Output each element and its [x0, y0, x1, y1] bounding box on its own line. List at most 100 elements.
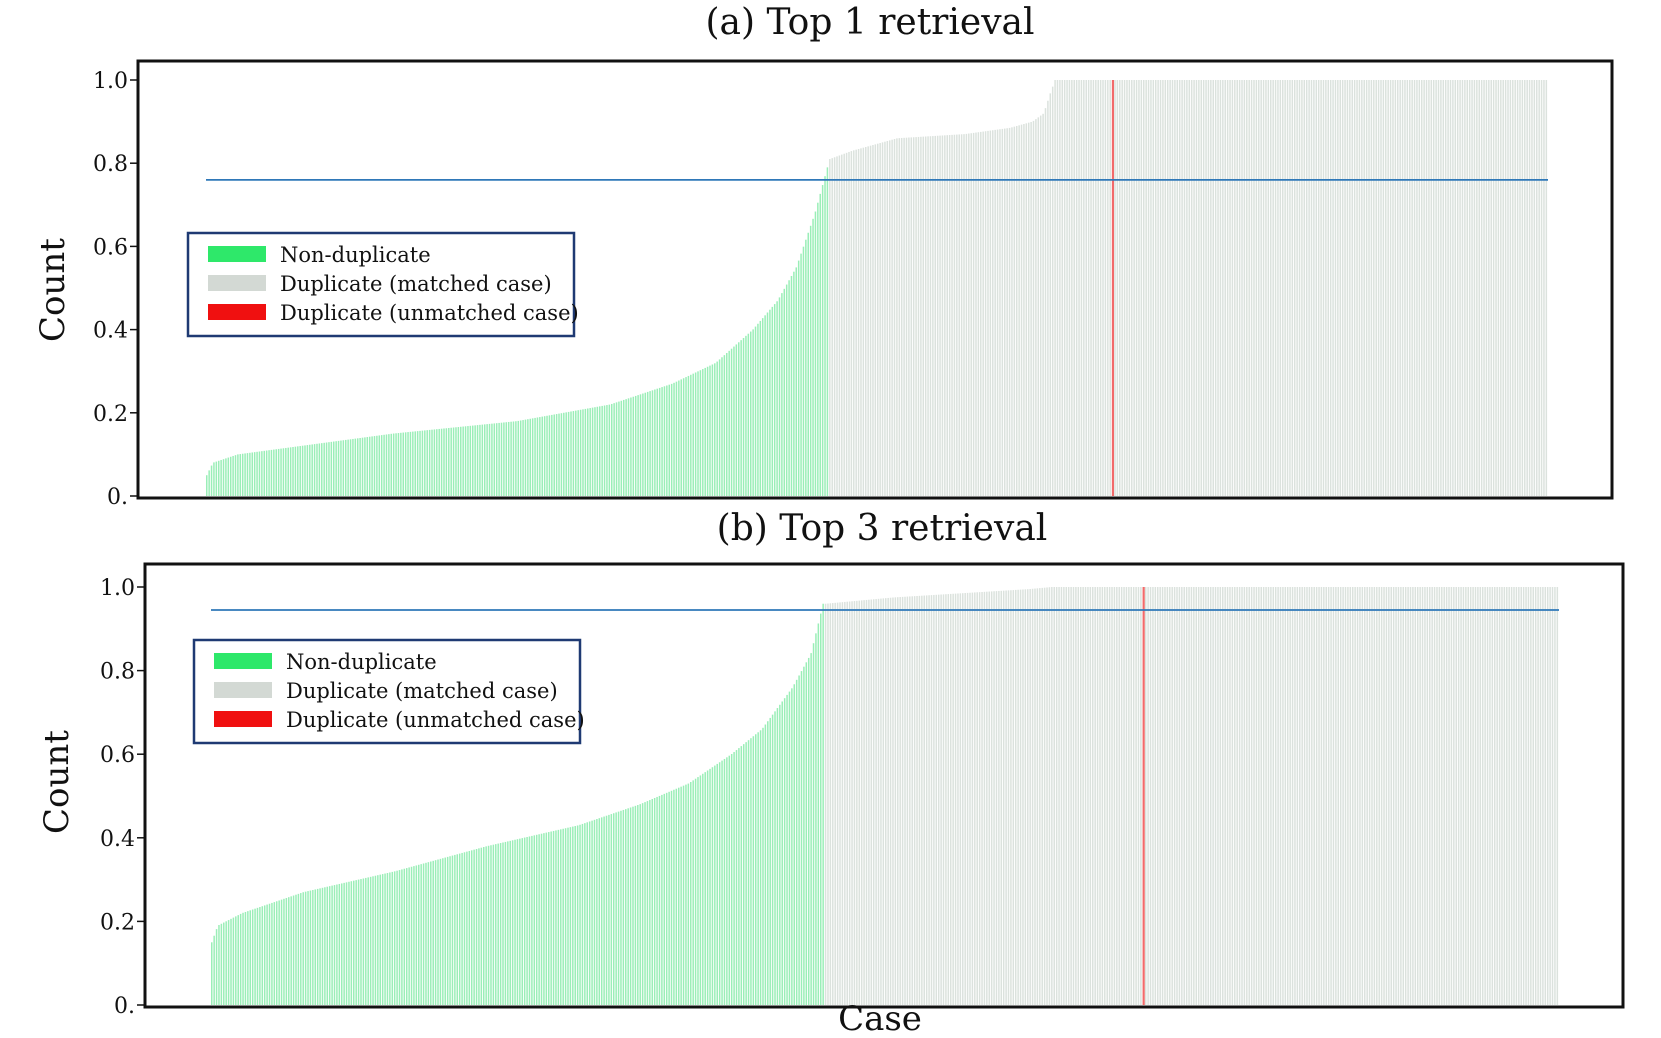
bar-matched [1318, 587, 1320, 1005]
bar-matched [1135, 587, 1137, 1005]
bar-matched [913, 596, 916, 1005]
legend: Non-duplicate Duplicate (matched case) D… [186, 231, 579, 338]
y-tick-label: 0.6 [100, 743, 135, 768]
bar-matched [1265, 587, 1267, 1005]
bar-non-duplicate [213, 462, 215, 496]
bar-non-duplicate [213, 935, 215, 1005]
legend-swatch-duplicate-unmatched [214, 711, 272, 727]
bar-non-duplicate [368, 436, 371, 496]
bar-matched [1176, 587, 1178, 1005]
bar-non-duplicate [788, 691, 791, 1005]
bar-matched [1178, 80, 1181, 496]
bar-matched [1087, 80, 1090, 496]
bar-non-duplicate [466, 851, 468, 1005]
bar-non-duplicate [565, 412, 567, 496]
bar-matched [988, 591, 990, 1005]
bar-non-duplicate [690, 782, 692, 1005]
bar-matched [1169, 80, 1171, 496]
bar-non-duplicate [273, 902, 276, 1005]
bar-non-duplicate [649, 391, 651, 496]
bar-matched [1354, 587, 1356, 1005]
bar-matched [911, 596, 913, 1005]
bar-non-duplicate [797, 260, 800, 496]
bar-matched [845, 152, 848, 496]
bar-non-duplicate [451, 855, 454, 1005]
bar-matched [1483, 80, 1485, 496]
bar-non-duplicate [350, 881, 353, 1005]
bar-matched [1058, 587, 1060, 1005]
bar-non-duplicate [223, 922, 225, 1005]
bar-matched [1137, 587, 1140, 1005]
bar-matched [1528, 80, 1531, 496]
legend-entry-duplicate-unmatched: Duplicate (unmatched case) [286, 708, 585, 732]
bar-matched [1409, 80, 1411, 496]
bar-non-duplicate [533, 835, 536, 1005]
bar-matched [1017, 589, 1019, 1005]
bar-matched [839, 602, 841, 1005]
legend-swatch-non-duplicate [214, 653, 272, 669]
bar-matched [1188, 587, 1190, 1005]
bar-non-duplicate [217, 460, 220, 496]
bar-non-duplicate [507, 421, 510, 496]
bar-matched [1051, 587, 1053, 1005]
bar-non-duplicate [428, 429, 431, 496]
bar-matched [1409, 587, 1412, 1005]
bar-matched [1246, 80, 1248, 496]
bar-matched [888, 140, 891, 497]
bar-matched [1294, 587, 1296, 1005]
bar-non-duplicate [757, 323, 759, 496]
bar-matched [1424, 587, 1426, 1005]
bar-matched [1365, 80, 1368, 496]
bar-matched [1542, 587, 1544, 1005]
bar-non-duplicate [577, 410, 579, 496]
bar-non-duplicate [618, 401, 620, 496]
bar-non-duplicate [670, 790, 673, 1005]
bar-non-duplicate [678, 380, 680, 496]
bar-matched [1320, 587, 1323, 1005]
bar-matched [1306, 587, 1308, 1005]
bar-matched [1209, 587, 1212, 1005]
bar-non-duplicate [268, 903, 271, 1005]
bar-non-duplicate [342, 440, 345, 496]
bar-non-duplicate [225, 458, 227, 496]
bar-matched [1248, 80, 1250, 496]
bar-matched [1457, 587, 1460, 1005]
bar-non-duplicate [714, 363, 716, 496]
y-tick-label: 1.0 [100, 576, 135, 601]
bar-matched [892, 597, 894, 1005]
bar-non-duplicate [476, 425, 479, 496]
bar-matched [1147, 587, 1149, 1005]
bar-non-duplicate [562, 828, 564, 1005]
bar-non-duplicate [612, 813, 615, 1005]
bar-matched [1500, 80, 1502, 496]
bar-matched [957, 593, 959, 1005]
bar-matched [1200, 80, 1203, 496]
y-tick-label: 0.4 [93, 319, 128, 344]
bar-matched [886, 141, 889, 496]
bar-non-duplicate [822, 603, 824, 1005]
bar-matched [1311, 587, 1313, 1005]
bar-matched [1243, 587, 1246, 1005]
bar-non-duplicate [531, 835, 533, 1005]
bar-matched [1308, 587, 1311, 1005]
bar-non-duplicate [438, 428, 440, 496]
bar-non-duplicate [682, 378, 685, 496]
bar-non-duplicate [239, 913, 242, 1005]
bar-non-duplicate [774, 711, 776, 1005]
y-tick-label: 0. [114, 994, 135, 1019]
bar-non-duplicate [510, 421, 512, 496]
bar-matched [1371, 587, 1373, 1005]
bar-matched [836, 602, 839, 1005]
bar-non-duplicate [692, 780, 694, 1005]
bar-matched [1356, 587, 1359, 1005]
bar-non-duplicate [491, 423, 493, 496]
bar-non-duplicate [769, 309, 771, 496]
bar-non-duplicate [251, 909, 254, 1005]
bar-matched [1047, 100, 1049, 497]
bar-non-duplicate [230, 918, 232, 1005]
panel-top1: (a) Top 1 retrieval Count 0. 0.2 0.4 0.6 0.8… [33, 2, 1614, 510]
bar-non-duplicate [464, 426, 467, 496]
bar-matched [1420, 80, 1423, 496]
bar-non-duplicate [552, 830, 555, 1005]
bar-matched [1303, 587, 1306, 1005]
